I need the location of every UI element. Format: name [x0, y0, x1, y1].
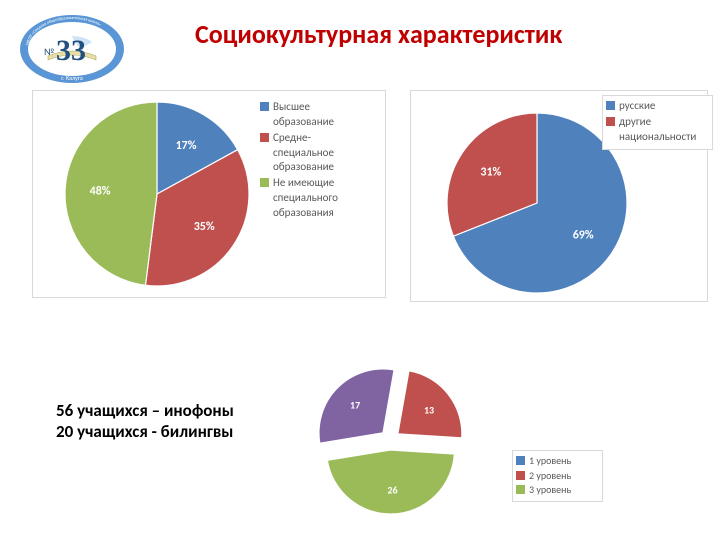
legend-swatch [606, 101, 615, 110]
svg-text:31%: 31% [480, 166, 501, 180]
legend-item: Средне- специальное образование [260, 131, 380, 176]
legend-item: русские [606, 99, 706, 114]
legend-swatch [516, 471, 525, 480]
legend-label: другие национальности [619, 115, 696, 145]
svg-text:26: 26 [387, 484, 397, 497]
legend-item: Не имеющие специального образования [260, 176, 380, 221]
school-logo: № 33 МБОУ «Средняя общеобразовательная ш… [14, 12, 130, 86]
pie-chart-levels: 13 26 17 [282, 352, 602, 536]
legend-item: Высшее образование [260, 100, 380, 130]
svg-text:13: 13 [424, 403, 434, 416]
svg-text:17%: 17% [176, 139, 197, 153]
legend-label: 2 уровень [529, 469, 571, 483]
summary-text: 56 учащихся – инофоны 20 учащихся - били… [56, 400, 266, 443]
legend-education: Высшее образованиеСредне- специальное об… [260, 100, 380, 222]
legend-label: Не имеющие специального образования [273, 176, 338, 221]
svg-text:48%: 48% [90, 184, 111, 198]
logo-prefix: № [44, 45, 54, 58]
legend-item: 2 уровень [516, 469, 596, 483]
page-title: Социокультурная характеристик [195, 18, 562, 50]
legend-swatch [516, 456, 525, 465]
legend-item: другие национальности [606, 115, 706, 145]
legend-label: Средне- специальное образование [273, 131, 334, 176]
legend-nationality: русскиедругие национальности [602, 95, 713, 150]
legend-label: Высшее образование [273, 100, 334, 130]
svg-text:69%: 69% [573, 228, 594, 242]
legend-item: 3 уровень [516, 483, 596, 497]
slide: { "title": "Социокультурная характеристи… [0, 0, 720, 540]
logo-bottom-text: г. Калуга [61, 74, 83, 82]
legend-label: 1 уровень [529, 454, 571, 468]
legend-swatch [260, 133, 269, 142]
svg-text:35%: 35% [194, 220, 215, 234]
legend-swatch [606, 117, 615, 126]
legend-levels: 1 уровень2 уровень3 уровень [512, 450, 603, 502]
legend-swatch [260, 178, 269, 187]
logo-number: 33 [56, 34, 86, 67]
legend-swatch [260, 102, 269, 111]
legend-swatch [516, 485, 525, 494]
svg-text:17: 17 [350, 399, 360, 412]
legend-label: 3 уровень [529, 483, 571, 497]
legend-item: 1 уровень [516, 454, 596, 468]
legend-label: русские [619, 99, 655, 114]
